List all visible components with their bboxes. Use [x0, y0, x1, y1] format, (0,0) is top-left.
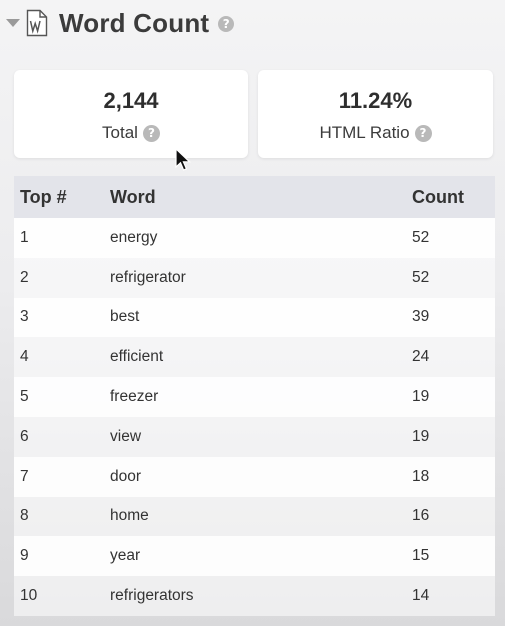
count-cell: 52 — [412, 268, 430, 286]
rank-cell: 10 — [20, 587, 38, 605]
rank-cell: 9 — [20, 547, 29, 565]
chevron-down-icon[interactable] — [6, 19, 20, 27]
column-header-rank[interactable]: Top # — [20, 186, 67, 207]
word-cell: door — [110, 467, 142, 485]
count-cell: 14 — [412, 587, 430, 605]
rank-cell: 5 — [20, 388, 29, 406]
table-row: 5 freezer 19 — [14, 377, 495, 417]
count-cell: 39 — [412, 308, 430, 326]
rank-cell: 2 — [20, 268, 29, 286]
table-row: 7 door 18 — [14, 456, 495, 497]
column-header-word[interactable]: Word — [110, 186, 156, 207]
html-ratio-label-row: HTML Ratio ? — [258, 123, 493, 143]
table-row: 10 refrigerators 14 — [14, 576, 495, 616]
table-row: 6 view 19 — [14, 416, 495, 457]
total-words-label: Total — [102, 123, 138, 142]
count-cell: 19 — [412, 388, 430, 406]
word-count-table: Top # Word Count 1 energy 52 2 refrigera… — [14, 176, 495, 616]
table-row: 1 energy 52 — [14, 218, 495, 258]
rank-cell: 1 — [20, 228, 29, 246]
table-row: 3 best 39 — [14, 297, 495, 338]
word-cell: year — [110, 547, 141, 565]
count-cell: 15 — [412, 547, 430, 565]
table-row: 8 home 16 — [14, 496, 495, 537]
page-title: Word Count — [59, 7, 210, 38]
count-cell: 18 — [412, 467, 430, 485]
section-header: Word Count ? — [0, 0, 505, 46]
mouse-cursor-icon — [175, 148, 191, 171]
table-row: 9 year 15 — [14, 536, 495, 577]
word-cell: best — [110, 308, 140, 326]
html-ratio-label: HTML Ratio — [319, 123, 410, 142]
html-ratio-card: 11.24% HTML Ratio ? — [258, 70, 493, 158]
total-words-label-row: Total ? — [14, 123, 248, 143]
table-row: 4 efficient 24 — [14, 337, 495, 378]
word-document-icon — [26, 9, 48, 37]
word-cell: freezer — [110, 388, 159, 406]
word-cell: efficient — [110, 348, 164, 366]
total-words-value: 2,144 — [103, 88, 159, 113]
word-cell: home — [110, 507, 149, 525]
column-header-count[interactable]: Count — [412, 186, 464, 207]
rank-cell: 3 — [20, 308, 29, 326]
help-icon[interactable]: ? — [218, 16, 235, 32]
word-cell: refrigerators — [110, 587, 194, 605]
rank-cell: 4 — [20, 348, 29, 366]
count-cell: 19 — [412, 427, 430, 445]
rank-cell: 7 — [20, 467, 29, 485]
count-cell: 16 — [412, 507, 430, 525]
help-icon[interactable]: ? — [142, 124, 160, 142]
count-cell: 24 — [412, 348, 430, 366]
word-cell: refrigerator — [110, 268, 186, 286]
table-header-row: Top # Word Count — [14, 176, 495, 218]
rank-cell: 8 — [20, 507, 29, 525]
table-row: 2 refrigerator 52 — [14, 257, 495, 298]
count-cell: 52 — [412, 228, 430, 246]
rank-cell: 6 — [20, 427, 29, 445]
word-cell: view — [110, 427, 142, 445]
html-ratio-value: 11.24% — [338, 88, 413, 113]
word-cell: energy — [110, 228, 158, 246]
help-icon[interactable]: ? — [414, 124, 432, 142]
total-words-card: 2,144 Total ? — [14, 70, 248, 158]
